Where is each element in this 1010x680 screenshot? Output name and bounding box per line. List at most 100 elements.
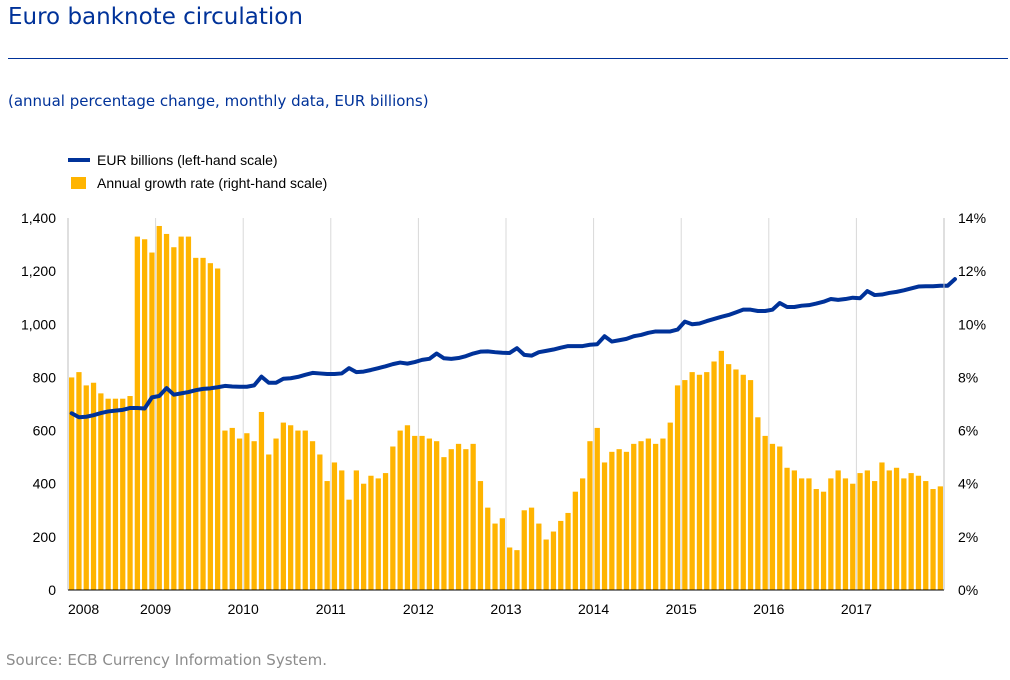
growth-bar bbox=[142, 239, 148, 590]
y-right-tick-label: 6% bbox=[958, 423, 978, 439]
y-right-tick-label: 2% bbox=[958, 529, 978, 545]
growth-bar bbox=[368, 475, 374, 590]
growth-bar bbox=[331, 462, 338, 590]
growth-bar bbox=[937, 486, 943, 590]
growth-bar bbox=[915, 475, 922, 590]
growth-bar bbox=[426, 438, 432, 590]
y-right-tick-label: 12% bbox=[958, 263, 986, 279]
x-tick-label: 2012 bbox=[403, 601, 434, 617]
growth-bar bbox=[492, 523, 498, 590]
growth-bar bbox=[236, 438, 243, 590]
growth-bar bbox=[660, 438, 666, 590]
growth-bar bbox=[682, 380, 688, 590]
growth-bar bbox=[631, 443, 637, 590]
growth-bar bbox=[215, 268, 221, 590]
growth-bar bbox=[361, 483, 367, 590]
growth-bar bbox=[740, 374, 746, 590]
growth-bar bbox=[755, 417, 761, 590]
growth-bar bbox=[726, 364, 732, 590]
growth-bar bbox=[229, 427, 235, 590]
legend-bar-swatch bbox=[71, 177, 86, 189]
line-series bbox=[69, 277, 957, 420]
growth-bar bbox=[769, 443, 776, 590]
growth-bar bbox=[616, 449, 622, 590]
growth-bar bbox=[149, 252, 155, 591]
y-right-tick-label: 4% bbox=[958, 476, 978, 492]
growth-bar bbox=[120, 398, 126, 590]
growth-bar bbox=[901, 478, 907, 590]
growth-bar bbox=[733, 369, 739, 590]
growth-bar bbox=[76, 372, 82, 590]
growth-bar bbox=[280, 422, 286, 590]
growth-bar bbox=[397, 430, 403, 590]
growth-bar bbox=[470, 443, 476, 590]
growth-bar bbox=[295, 430, 301, 590]
growth-bar bbox=[258, 411, 265, 590]
growth-bar bbox=[594, 427, 600, 590]
growth-bar bbox=[521, 510, 527, 590]
y-left-tick-label: 600 bbox=[33, 423, 57, 439]
growth-bar bbox=[799, 478, 805, 590]
y-left-tick-label: 800 bbox=[33, 369, 57, 385]
growth-bar bbox=[806, 478, 812, 590]
growth-bar bbox=[550, 531, 557, 590]
growth-bar bbox=[412, 435, 418, 590]
growth-bar bbox=[696, 374, 703, 590]
growth-bar bbox=[777, 446, 783, 590]
growth-bar bbox=[375, 478, 381, 590]
growth-bar bbox=[353, 470, 359, 590]
growth-bar bbox=[674, 385, 681, 590]
growth-bar bbox=[193, 257, 199, 590]
x-tick-label: 2011 bbox=[316, 601, 346, 617]
growth-bar bbox=[820, 491, 827, 590]
growth-bar bbox=[463, 449, 469, 590]
growth-bar bbox=[893, 467, 900, 590]
growth-bar bbox=[835, 470, 841, 590]
legend: EUR billions (left-hand scale) Annual gr… bbox=[68, 152, 327, 191]
growth-bar bbox=[485, 507, 491, 590]
growth-bar bbox=[784, 467, 790, 590]
y-right-tick-label: 8% bbox=[958, 369, 978, 385]
source-note: Source: ECB Currency Information System. bbox=[6, 651, 327, 669]
growth-bar bbox=[302, 430, 308, 590]
growth-bar bbox=[134, 236, 140, 590]
x-tick-label: 2010 bbox=[228, 601, 259, 617]
growth-bar bbox=[689, 372, 695, 590]
growth-bar bbox=[317, 454, 323, 590]
y-left-tick-label: 1,000 bbox=[21, 316, 56, 332]
growth-bar bbox=[419, 435, 425, 590]
growth-bar bbox=[572, 491, 578, 590]
growth-bar bbox=[324, 481, 330, 590]
growth-bar bbox=[266, 454, 272, 590]
growth-bar bbox=[543, 539, 549, 590]
growth-bar bbox=[864, 470, 870, 590]
y-left-tick-label: 1,200 bbox=[21, 263, 56, 279]
x-tick-label: 2013 bbox=[490, 601, 521, 617]
axes: 2008 2009 2010 2011 2012 2013 2014 2015 2016 2017… bbox=[21, 210, 986, 617]
grid-lines bbox=[155, 218, 857, 590]
growth-bar bbox=[156, 225, 162, 590]
growth-bar bbox=[273, 438, 279, 590]
growth-bar bbox=[828, 478, 834, 590]
y-right-tick-label: 10% bbox=[958, 316, 986, 332]
y-right-tick-label: 0% bbox=[958, 582, 978, 598]
growth-bar bbox=[850, 483, 856, 590]
x-tick-label: 2009 bbox=[140, 601, 171, 617]
circulation-line bbox=[69, 277, 957, 420]
growth-bar bbox=[455, 443, 462, 590]
legend-label-line: EUR billions (left-hand scale) bbox=[97, 152, 278, 168]
x-tick-label: 2017 bbox=[841, 601, 872, 617]
growth-bar bbox=[105, 398, 111, 590]
growth-bar bbox=[390, 446, 396, 590]
growth-bar bbox=[90, 382, 97, 590]
growth-bar bbox=[404, 425, 411, 590]
growth-bar bbox=[185, 236, 192, 590]
y-left-tick-label: 0 bbox=[48, 582, 56, 598]
growth-bar bbox=[879, 462, 885, 590]
x-tick-label: 2008 bbox=[68, 601, 99, 617]
growth-bar bbox=[171, 247, 177, 591]
growth-bar bbox=[711, 361, 717, 590]
growth-bar bbox=[580, 478, 586, 590]
growth-bar bbox=[923, 481, 929, 590]
y-right-tick-label: 14% bbox=[958, 210, 986, 226]
